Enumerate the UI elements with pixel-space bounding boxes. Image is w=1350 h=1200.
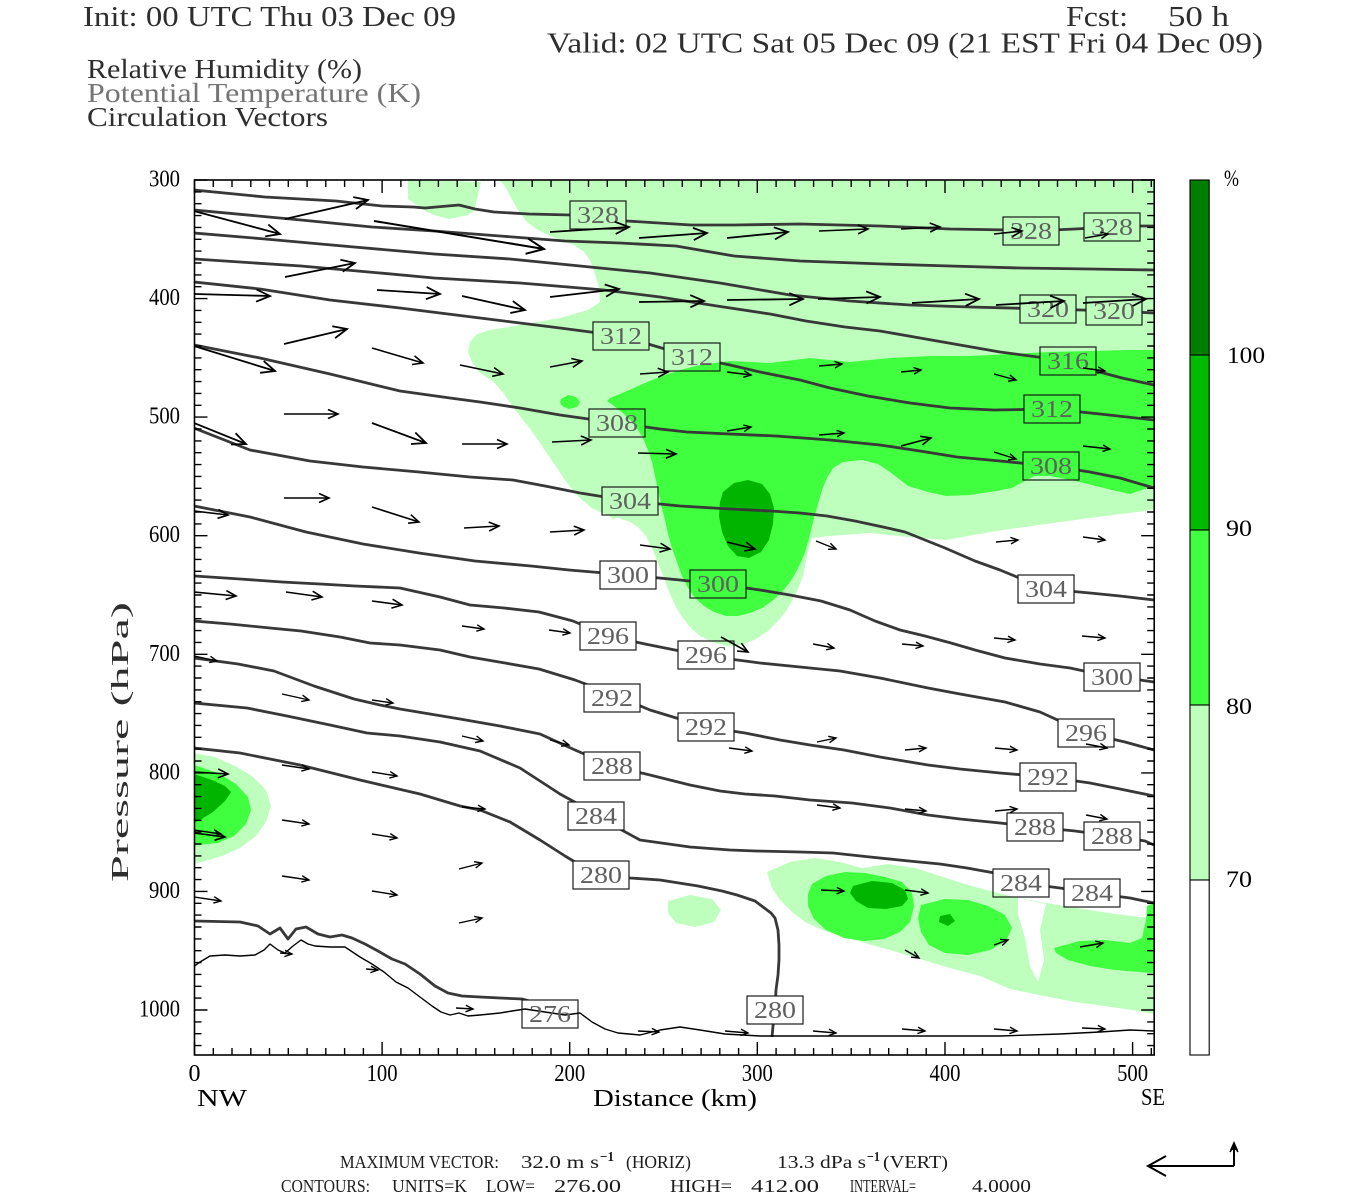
svg-text:700: 700 <box>149 641 180 667</box>
svg-text:−1: −1 <box>600 1150 614 1165</box>
svg-text:100: 100 <box>1227 343 1265 368</box>
svg-text:Distance (km): Distance (km) <box>593 1086 757 1112</box>
svg-text:292: 292 <box>591 686 633 712</box>
svg-text:300: 300 <box>607 563 649 589</box>
svg-text:300: 300 <box>697 572 739 598</box>
svg-text:276: 276 <box>529 1002 571 1028</box>
svg-text:500: 500 <box>1117 1061 1148 1087</box>
svg-text:MAXIMUM VECTOR:: MAXIMUM VECTOR: <box>340 1152 499 1172</box>
svg-text:(VERT): (VERT) <box>883 1152 948 1173</box>
svg-text:INTERVAL=: INTERVAL= <box>850 1176 916 1196</box>
svg-text:296: 296 <box>685 643 727 669</box>
svg-text:292: 292 <box>1027 765 1069 791</box>
svg-text:800: 800 <box>149 759 180 785</box>
svg-text:Pressure (hPa): Pressure (hPa) <box>108 602 134 882</box>
svg-text:328: 328 <box>577 203 619 229</box>
svg-text:13.3 dPa s: 13.3 dPa s <box>777 1152 866 1172</box>
svg-text:284: 284 <box>1071 881 1113 907</box>
svg-text:−1: −1 <box>867 1150 880 1165</box>
svg-text:312: 312 <box>600 324 642 350</box>
svg-text:288: 288 <box>1014 815 1056 841</box>
svg-text:70: 70 <box>1226 867 1252 892</box>
svg-text:284: 284 <box>1000 871 1042 897</box>
svg-text:0: 0 <box>189 1061 201 1087</box>
svg-text:308: 308 <box>596 411 638 437</box>
svg-text:SE: SE <box>1141 1085 1165 1111</box>
svg-text:UNITS=K: UNITS=K <box>392 1176 467 1196</box>
svg-text:300: 300 <box>1091 665 1133 691</box>
svg-text:NW: NW <box>197 1086 247 1112</box>
svg-text:304: 304 <box>1025 577 1067 603</box>
svg-text:412.00: 412.00 <box>751 1176 819 1196</box>
svg-text:300: 300 <box>742 1061 773 1087</box>
svg-text:Fcst:: Fcst: <box>1066 1 1128 33</box>
svg-text:500: 500 <box>149 404 180 430</box>
svg-text:50 h: 50 h <box>1168 1 1230 33</box>
svg-text:320: 320 <box>1093 299 1135 325</box>
svg-text:280: 280 <box>754 998 796 1024</box>
svg-text:292: 292 <box>685 715 727 741</box>
svg-text:316: 316 <box>1047 349 1089 375</box>
svg-text:32.0 m s: 32.0 m s <box>521 1152 599 1172</box>
svg-text:328: 328 <box>1091 215 1133 241</box>
svg-text:280: 280 <box>580 863 622 889</box>
svg-text:312: 312 <box>1031 397 1073 423</box>
svg-text:400: 400 <box>930 1061 961 1087</box>
svg-text:600: 600 <box>149 522 180 548</box>
svg-text:288: 288 <box>591 754 633 780</box>
svg-text:90: 90 <box>1226 516 1252 541</box>
svg-text:Init: 00 UTC Thu 03 Dec 09: Init: 00 UTC Thu 03 Dec 09 <box>83 1 456 33</box>
svg-text:296: 296 <box>587 624 629 650</box>
svg-text:(HORIZ): (HORIZ) <box>626 1152 691 1173</box>
svg-text:Circulation Vectors: Circulation Vectors <box>87 102 328 132</box>
svg-text:288: 288 <box>1091 824 1133 850</box>
svg-text:%: % <box>1224 166 1239 191</box>
svg-text:400: 400 <box>149 285 180 311</box>
svg-text:300: 300 <box>149 167 180 193</box>
svg-text:312: 312 <box>671 345 713 371</box>
svg-text:100: 100 <box>367 1061 398 1087</box>
svg-text:900: 900 <box>149 878 180 904</box>
svg-text:276.00: 276.00 <box>554 1176 621 1196</box>
svg-text:80: 80 <box>1226 694 1252 719</box>
svg-text:Potential Temperature (K): Potential Temperature (K) <box>87 78 421 108</box>
svg-text:284: 284 <box>575 804 617 830</box>
svg-text:1000: 1000 <box>139 997 180 1023</box>
svg-text:304: 304 <box>609 489 651 515</box>
svg-text:Valid: 02 UTC Sat 05 Dec 09 (2: Valid: 02 UTC Sat 05 Dec 09 (21 EST Fri … <box>547 28 1263 60</box>
svg-text:HIGH=: HIGH= <box>670 1176 732 1196</box>
svg-text:Relative Humidity (%): Relative Humidity (%) <box>87 54 362 84</box>
svg-text:CONTOURS:: CONTOURS: <box>281 1176 370 1196</box>
svg-text:4.0000: 4.0000 <box>972 1176 1031 1196</box>
svg-text:308: 308 <box>1030 454 1072 480</box>
svg-text:200: 200 <box>554 1061 585 1087</box>
svg-text:LOW=: LOW= <box>486 1176 535 1196</box>
svg-text:296: 296 <box>1065 721 1107 747</box>
